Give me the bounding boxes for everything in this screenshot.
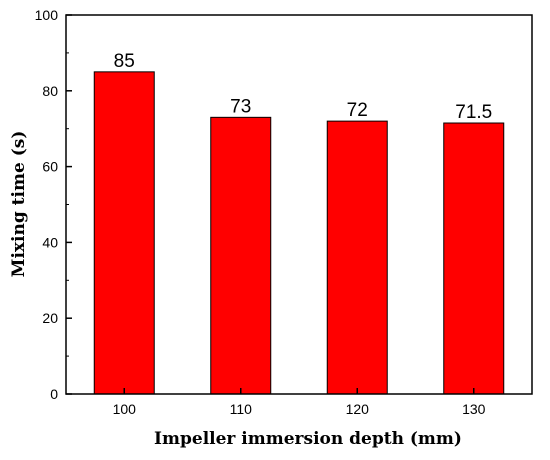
axes-layer: 0 20 40 60 80 100 100 110 120 130 (35, 7, 533, 417)
data-label-130: 71.5 (455, 102, 492, 123)
y-axis-title: Mixing time (s) (9, 131, 29, 278)
x-tick-label-110: 110 (230, 401, 253, 417)
y-tick-label-80: 80 (42, 83, 58, 99)
data-label-110: 73 (230, 96, 251, 117)
x-tick-label-100: 100 (113, 401, 137, 417)
data-label-100: 85 (114, 51, 135, 72)
data-labels-layer: 85 73 72 71.5 (114, 51, 493, 123)
bar-110 (210, 116, 272, 395)
bar-100 (93, 71, 155, 395)
bars-layer (93, 71, 505, 395)
bar-120 (326, 120, 388, 395)
x-axis-title: Impeller immersion depth (mm) (154, 429, 462, 449)
data-label-120: 72 (347, 100, 368, 121)
x-tick-label-130: 130 (462, 401, 486, 417)
x-tick-label-120: 120 (346, 401, 370, 417)
y-tick-label-20: 20 (42, 310, 58, 326)
y-tick-label-60: 60 (42, 159, 58, 175)
y-tick-label-40: 40 (42, 234, 58, 250)
y-tick-label-0: 0 (50, 386, 58, 402)
y-tick-label-100: 100 (35, 7, 59, 23)
bar-130 (443, 122, 505, 395)
